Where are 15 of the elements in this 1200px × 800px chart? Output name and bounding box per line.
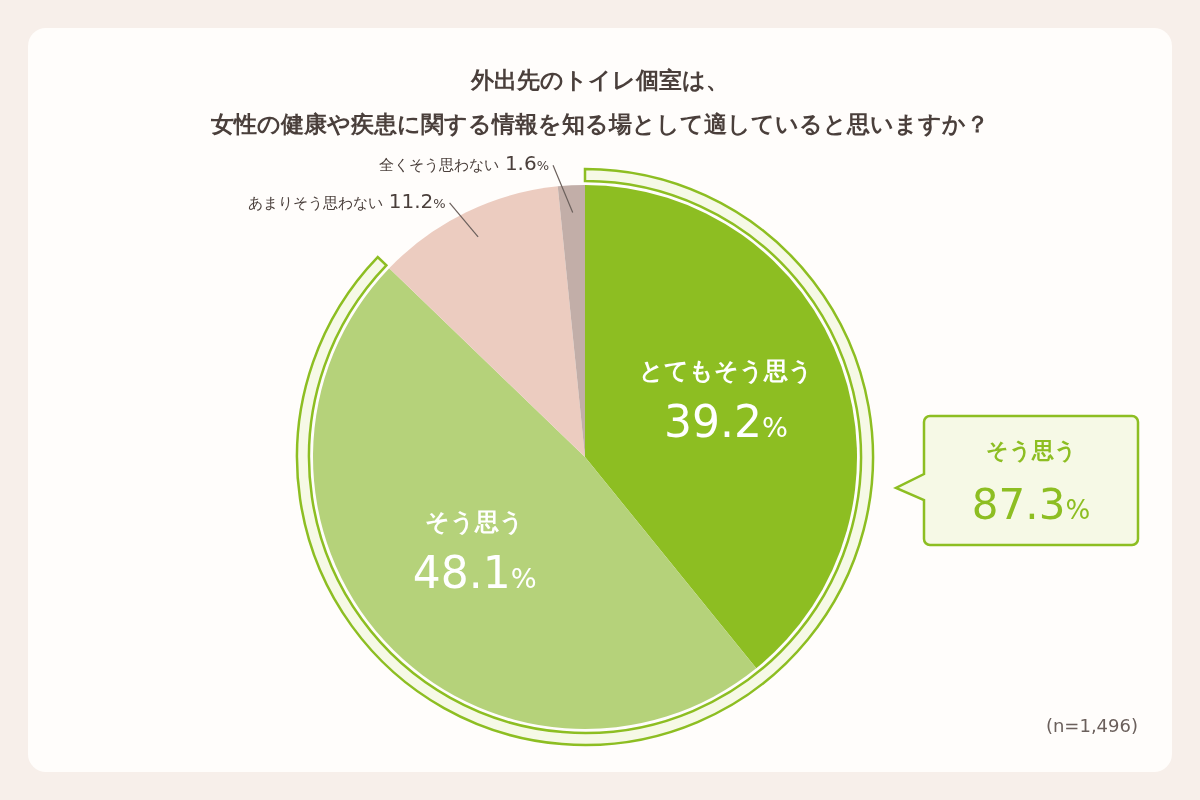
data-label: 39.2% [664, 396, 788, 448]
chart-title: 外出先のトイレ個室は、 [470, 67, 729, 93]
pie-slice [389, 186, 585, 457]
slice-label: とてもそう思う [639, 357, 814, 386]
pie-slice [585, 185, 857, 669]
text: そう思う 87.3% [971, 438, 1091, 529]
data-label: 48.1% [412, 547, 537, 599]
data-label: 11.2% [388, 188, 446, 213]
pie-slice [313, 268, 757, 729]
slice-label: 全くそう思わない [378, 156, 499, 175]
data-label: 1.6% [504, 151, 550, 176]
slice-label: そう思う [425, 508, 525, 537]
chart-subtitle: 女性の健康や疾患に関する情報を知る場として適していると思いますか？ [210, 111, 989, 137]
slice-label: あまりそう思わない [247, 193, 383, 212]
text: (n=1,496) [1045, 715, 1138, 736]
